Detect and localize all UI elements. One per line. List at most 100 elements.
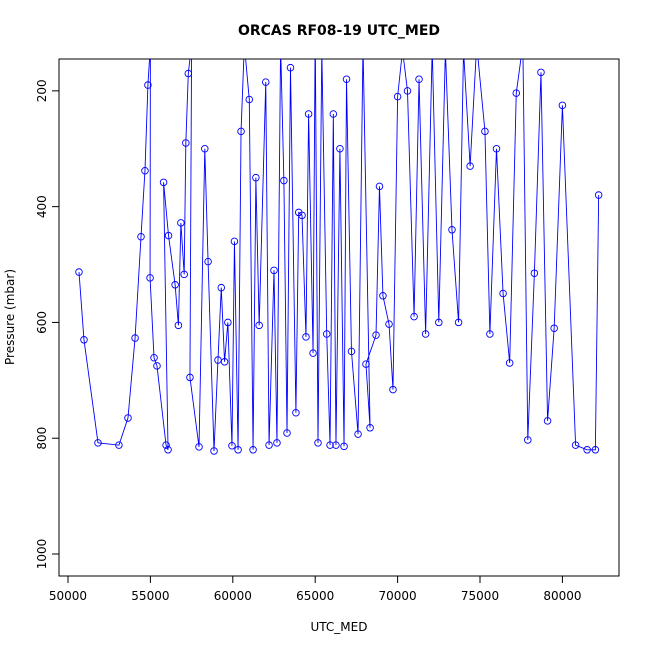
data-point xyxy=(314,439,322,447)
data-point xyxy=(342,75,351,84)
data-point xyxy=(265,441,273,449)
data-point xyxy=(550,324,558,332)
plot-area xyxy=(75,59,603,455)
data-point xyxy=(124,414,132,422)
data-point xyxy=(174,321,183,330)
data-point xyxy=(171,281,179,289)
data-point xyxy=(252,173,260,182)
data-point xyxy=(180,270,188,279)
data-point xyxy=(245,95,254,104)
x-tick-label: 75000 xyxy=(461,589,499,603)
data-point xyxy=(164,231,173,240)
data-point xyxy=(393,92,402,101)
data-point xyxy=(486,330,494,338)
data-point xyxy=(304,110,313,118)
data-point xyxy=(177,219,185,227)
data-point xyxy=(249,446,257,454)
data-point xyxy=(309,349,317,357)
data-point xyxy=(379,292,387,300)
data-point xyxy=(389,385,397,394)
data-point xyxy=(499,289,507,298)
x-tick-label: 55000 xyxy=(131,589,169,603)
data-point xyxy=(182,139,190,147)
data-point xyxy=(273,439,281,447)
data-point xyxy=(220,358,229,366)
data-point xyxy=(571,441,580,449)
data-point xyxy=(164,446,172,454)
data-point xyxy=(372,331,380,339)
y-tick-label: 600 xyxy=(35,311,49,334)
data-point xyxy=(448,226,456,234)
data-point xyxy=(421,330,430,338)
data-point xyxy=(594,191,603,199)
data-point xyxy=(512,89,521,97)
data-point xyxy=(286,63,295,72)
y-tick-label: 200 xyxy=(35,79,49,102)
data-point xyxy=(347,347,356,356)
data-point xyxy=(537,68,545,77)
data-point xyxy=(94,439,102,447)
data-point xyxy=(80,336,88,344)
data-point xyxy=(298,211,306,220)
data-point xyxy=(322,330,331,338)
data-point xyxy=(159,178,168,187)
x-axis-label: UTC_MED xyxy=(311,620,368,634)
data-point xyxy=(292,408,300,417)
x-tick-label: 50000 xyxy=(49,589,87,603)
data-point xyxy=(230,237,239,246)
data-point xyxy=(184,69,193,78)
data-point xyxy=(354,430,362,438)
data-point xyxy=(435,318,443,327)
data-point xyxy=(505,359,514,367)
data-point xyxy=(492,144,501,153)
data-point xyxy=(204,257,212,266)
x-tick-label: 80000 xyxy=(543,589,581,603)
data-point xyxy=(375,182,384,191)
x-tick-label: 60000 xyxy=(214,589,252,603)
data-point xyxy=(336,144,344,153)
data-point xyxy=(255,321,263,330)
data-point xyxy=(137,232,145,241)
data-point xyxy=(583,446,591,454)
data-point xyxy=(362,360,370,368)
y-axis-label: Pressure (mbar) xyxy=(3,269,17,365)
data-point xyxy=(466,162,474,170)
data-point xyxy=(415,75,423,84)
data-point xyxy=(150,353,158,362)
data-point xyxy=(591,446,600,454)
data-point xyxy=(237,127,245,136)
data-point xyxy=(524,436,532,444)
data-point xyxy=(329,110,338,118)
data-point xyxy=(403,87,412,95)
data-point xyxy=(75,268,83,276)
data-point xyxy=(366,424,374,432)
data-point xyxy=(340,442,348,451)
data-point xyxy=(481,127,489,136)
data-point xyxy=(210,447,218,455)
data-point xyxy=(283,429,291,437)
data-point xyxy=(217,283,226,292)
data-point xyxy=(385,320,393,328)
x-tick-label: 65000 xyxy=(296,589,334,603)
data-point xyxy=(262,78,270,86)
data-point xyxy=(558,101,567,110)
data-point xyxy=(302,333,310,341)
data-point xyxy=(410,312,418,321)
data-point xyxy=(280,176,288,185)
data-line xyxy=(78,59,600,451)
x-tick-label: 70000 xyxy=(379,589,417,603)
data-point xyxy=(115,441,123,449)
data-point xyxy=(332,441,340,449)
y-tick-label: 800 xyxy=(35,427,49,450)
data-point xyxy=(530,269,539,277)
data-point xyxy=(141,166,149,175)
y-tick-label: 1000 xyxy=(35,539,49,570)
data-point xyxy=(186,373,194,382)
chart-title: ORCAS RF08-19 UTC_MED xyxy=(238,23,440,39)
data-point xyxy=(543,417,552,425)
data-point xyxy=(153,362,161,370)
data-point xyxy=(162,441,170,449)
data-point xyxy=(195,443,203,451)
data-point xyxy=(201,144,209,153)
